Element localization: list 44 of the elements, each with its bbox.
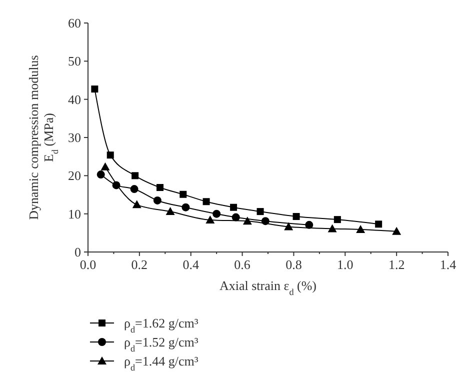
y-tick-label: 20 bbox=[68, 168, 81, 184]
point bbox=[153, 196, 162, 204]
y-tick-label: 30 bbox=[68, 130, 81, 145]
point bbox=[156, 184, 164, 191]
point bbox=[132, 172, 139, 180]
point bbox=[202, 198, 210, 206]
x-tick-label: 0.0 bbox=[80, 257, 96, 272]
x-tick-label: 0.8 bbox=[286, 257, 302, 272]
point bbox=[230, 204, 238, 211]
y-tick-label: 40 bbox=[68, 92, 81, 107]
point bbox=[100, 162, 110, 170]
y-tick-label: 10 bbox=[68, 206, 81, 222]
point bbox=[130, 185, 138, 194]
point bbox=[132, 200, 142, 208]
y-tick-label: 0 bbox=[74, 244, 81, 260]
point bbox=[180, 190, 187, 198]
point bbox=[182, 203, 190, 212]
point bbox=[284, 222, 294, 230]
point bbox=[356, 224, 366, 233]
point bbox=[96, 170, 105, 179]
point bbox=[328, 224, 337, 232]
y-tick-label: 50 bbox=[68, 54, 81, 69]
point bbox=[392, 226, 402, 235]
legend-label: ρ$_{d}$=1.52 g/cm³ bbox=[124, 334, 198, 354]
point bbox=[242, 216, 252, 225]
point bbox=[334, 216, 341, 224]
point bbox=[292, 213, 300, 220]
legend-label: ρ$_{d}$=1.44 g/cm³ bbox=[124, 354, 198, 372]
x-tick-label: 0.2 bbox=[131, 257, 148, 272]
x-tick-label: 1.4 bbox=[440, 257, 457, 272]
point bbox=[206, 215, 215, 224]
y-tick-label: 60 bbox=[68, 16, 81, 30]
point bbox=[91, 86, 98, 93]
point bbox=[106, 152, 114, 159]
point bbox=[375, 220, 382, 228]
x-tick-label: 0.6 bbox=[234, 257, 251, 272]
x-tick-label: 1.2 bbox=[388, 257, 405, 272]
legend-label: ρ$_{d}$=1.62 g/cm³ bbox=[124, 316, 198, 334]
point bbox=[166, 207, 175, 216]
point bbox=[256, 208, 264, 216]
x-axis-title: Axial strain ε$_{d}$ (%) bbox=[219, 278, 317, 297]
point bbox=[212, 210, 221, 218]
x-tick-label: 1.0 bbox=[337, 257, 354, 272]
x-tick-label: 0.4 bbox=[182, 257, 200, 272]
